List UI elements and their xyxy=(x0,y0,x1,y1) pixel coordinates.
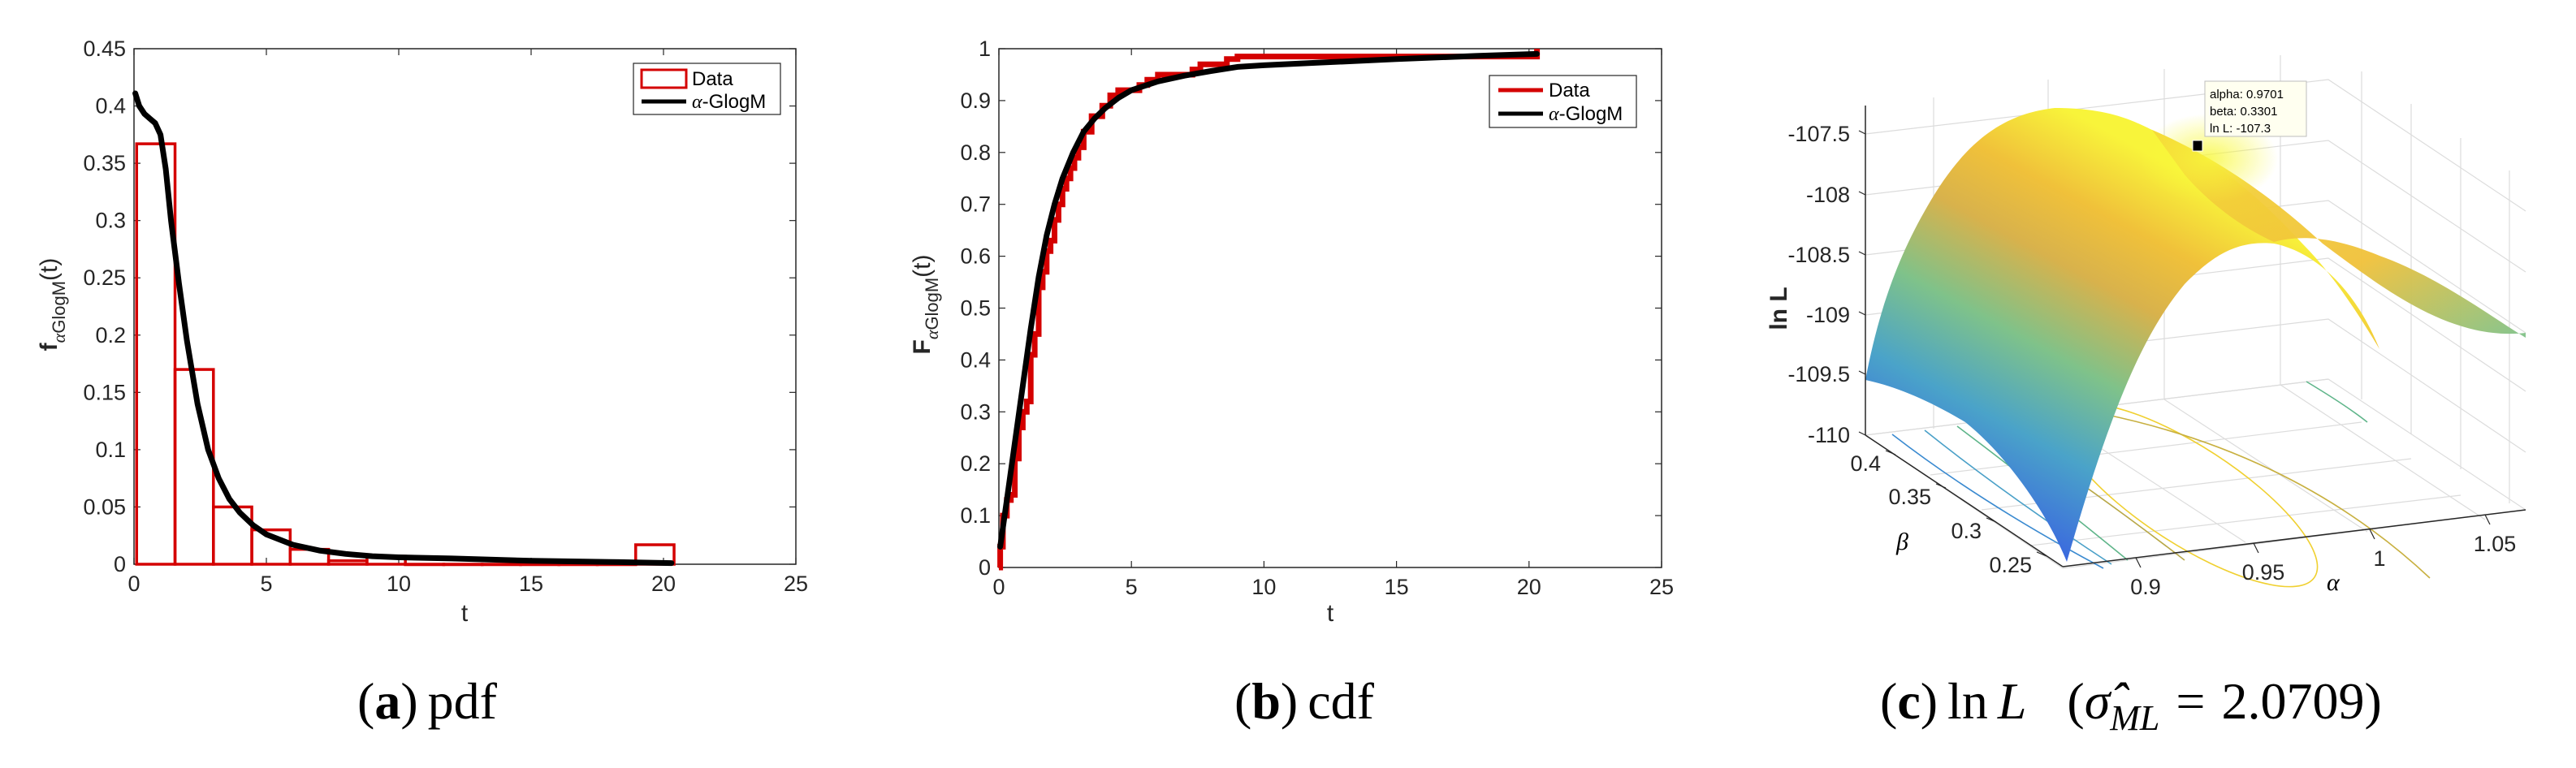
panel-a-pdf: 0 0.05 0.1 0.15 0.2 0.25 0.3 0.35 0.4 0.45 0 5 10 15… xyxy=(36,37,808,627)
beta-tick-label: 0.3 xyxy=(1951,519,1982,543)
plot-area xyxy=(998,48,1662,568)
beta-tick-label: 0.35 xyxy=(1888,485,1931,509)
legend-data-swatch xyxy=(640,68,688,89)
x-tick-label: 10 xyxy=(387,572,411,596)
svg-text:α-GlogM: α-GlogM xyxy=(1549,103,1623,125)
y-axis-label: FαGlogM(t) xyxy=(909,254,942,354)
y-tick-label: 0.9 xyxy=(960,88,991,113)
svg-text:beta: 0.3301: beta: 0.3301 xyxy=(2210,105,2277,119)
y-tick-label: 0.25 xyxy=(83,265,126,290)
datatip[interactable]: alpha: 0.9701 beta: 0.3301 ln L: -107.3 xyxy=(2192,80,2307,152)
x-tick-label: 0 xyxy=(992,575,1005,599)
beta-axis xyxy=(1865,434,2064,567)
histogram-bar xyxy=(519,563,560,567)
alpha-tick-label: 0.95 xyxy=(2242,560,2285,585)
x-axis-label: t xyxy=(461,600,469,627)
y-tick-label: 1 xyxy=(979,37,991,61)
y-tick-label: 0.6 xyxy=(960,244,991,269)
histogram-bar xyxy=(135,142,177,566)
legend: Data α-GlogM xyxy=(1489,75,1637,128)
y-tick-label: 0.1 xyxy=(95,438,126,462)
x-tick-label: 20 xyxy=(651,572,676,596)
histogram-bar xyxy=(480,563,522,567)
legend: Data α-GlogM xyxy=(633,63,781,115)
y-tick-label: 0.4 xyxy=(960,347,991,372)
y-tick-label: 0.7 xyxy=(960,192,991,217)
y-axis-label: fαGlogM(t) xyxy=(36,258,69,352)
alpha-axis-ticks: 0.9 0.95 1 1.05 xyxy=(2130,514,2517,599)
panel-b-cdf: 0 0.1 0.2 0.3 0.4 0.5 0.6 0.7 0.8 0.9 1 0 5 10 15 20 25… xyxy=(909,37,1674,627)
z-tick-label: -107.5 xyxy=(1787,122,1850,146)
alpha-tick-label: 1.05 xyxy=(2474,532,2517,556)
svg-text:Data: Data xyxy=(1549,80,1590,101)
svg-text:ln L: -107.3: ln L: -107.3 xyxy=(2210,122,2271,136)
y-tick-label: 0.2 xyxy=(960,451,991,476)
caption-c: (c) ln L (σ̂ML = 2.0709) xyxy=(1880,672,2382,738)
svg-text:alpha: 0.9701: alpha: 0.9701 xyxy=(2210,88,2284,101)
x-tick-label: 0 xyxy=(128,572,140,596)
svg-text:FαGlogM(t): FαGlogM(t) xyxy=(909,254,942,354)
caption-a: (a) pdf xyxy=(357,672,498,730)
y-tick-label: 0.45 xyxy=(83,37,126,61)
y-tick-label: 0 xyxy=(114,552,126,576)
x-tick-label: 10 xyxy=(1251,575,1276,599)
y-tick-label: 0.5 xyxy=(960,296,991,321)
z-tick-label: -108.5 xyxy=(1787,243,1850,267)
y-tick-label: 0.15 xyxy=(83,380,126,404)
z-tick-label: -110 xyxy=(1808,423,1850,447)
y-tick-label: 0.35 xyxy=(83,151,126,175)
svg-text:(b)cdf: (b) cdf xyxy=(1234,672,1375,730)
svg-text:Data: Data xyxy=(692,68,733,90)
z-tick-label: -109.5 xyxy=(1787,362,1850,386)
y-tick-label: 0.1 xyxy=(960,503,991,528)
histogram-bar xyxy=(442,563,484,567)
plot-area xyxy=(133,48,797,565)
caption-b: (b) cdf xyxy=(1234,672,1375,730)
beta-tick-label: 0.4 xyxy=(1850,451,1881,476)
x-axis-ticks: 0 5 10 15 20 25 xyxy=(128,49,808,596)
alpha-axis-label: α xyxy=(2327,569,2340,596)
x-tick-label: 5 xyxy=(1126,575,1138,599)
histogram-bar xyxy=(404,563,446,567)
y-tick-label: 0.05 xyxy=(83,494,126,519)
fitted-pdf-curve xyxy=(132,90,675,567)
x-tick-label: 15 xyxy=(1385,575,1409,599)
alpha-tick-label: 1 xyxy=(2373,546,2385,571)
datatip-marker[interactable] xyxy=(2192,140,2203,152)
x-tick-label: 15 xyxy=(519,572,543,596)
surface-main xyxy=(1865,108,2379,562)
y-tick-label: 0.3 xyxy=(95,209,126,233)
z-tick-label: -109 xyxy=(1806,303,1850,327)
beta-axis-label: β xyxy=(1895,529,1908,555)
y-tick-label: 0.3 xyxy=(960,399,991,424)
y-tick-label: 0.4 xyxy=(95,94,126,119)
panel-c-loglik-surface: -107.5-108-108.5-109-109.5-110 0.250.30.… xyxy=(1766,55,2526,599)
y-axis-ticks: 0 0.05 0.1 0.15 0.2 0.25 0.3 0.35 0.4 0.45 xyxy=(83,37,796,576)
svg-text:fαGlogM(t): fαGlogM(t) xyxy=(36,258,69,352)
z-tick-label: -108 xyxy=(1806,183,1850,207)
svg-text:α-GlogM: α-GlogM xyxy=(692,91,766,113)
fitted-cdf-curve xyxy=(997,50,1541,550)
y-tick-label: 0.8 xyxy=(960,140,991,165)
x-tick-label: 25 xyxy=(1649,575,1674,599)
x-tick-label: 25 xyxy=(784,572,808,596)
y-tick-label: 0.2 xyxy=(95,323,126,347)
x-tick-label: 5 xyxy=(260,572,272,596)
y-axis-ticks: 0 0.1 0.2 0.3 0.4 0.5 0.6 0.7 0.8 0.9 1 xyxy=(960,37,1662,580)
z-axis-ticks: -107.5 -108 -108.5 -109 -109.5 -110 xyxy=(1787,122,1866,447)
alpha-tick-label: 0.9 xyxy=(2130,575,2161,599)
histogram-bar xyxy=(250,528,292,566)
svg-text:(a)pdf: (a) pdf xyxy=(357,672,498,730)
svg-text:(c)lnL(σ̂ML=2.0709): (c) ln L (σ̂ML = 2.0709) xyxy=(1880,672,2382,738)
y-tick-label: 0 xyxy=(979,555,991,580)
beta-axis-ticks: 0.25 0.3 0.35 0.4 xyxy=(1850,450,2047,577)
beta-tick-label: 0.25 xyxy=(1989,553,2032,577)
x-axis-label: t xyxy=(1327,600,1334,627)
z-axis-label: ln L xyxy=(1766,287,1792,330)
x-tick-label: 20 xyxy=(1517,575,1541,599)
alpha-axis xyxy=(2062,509,2526,567)
